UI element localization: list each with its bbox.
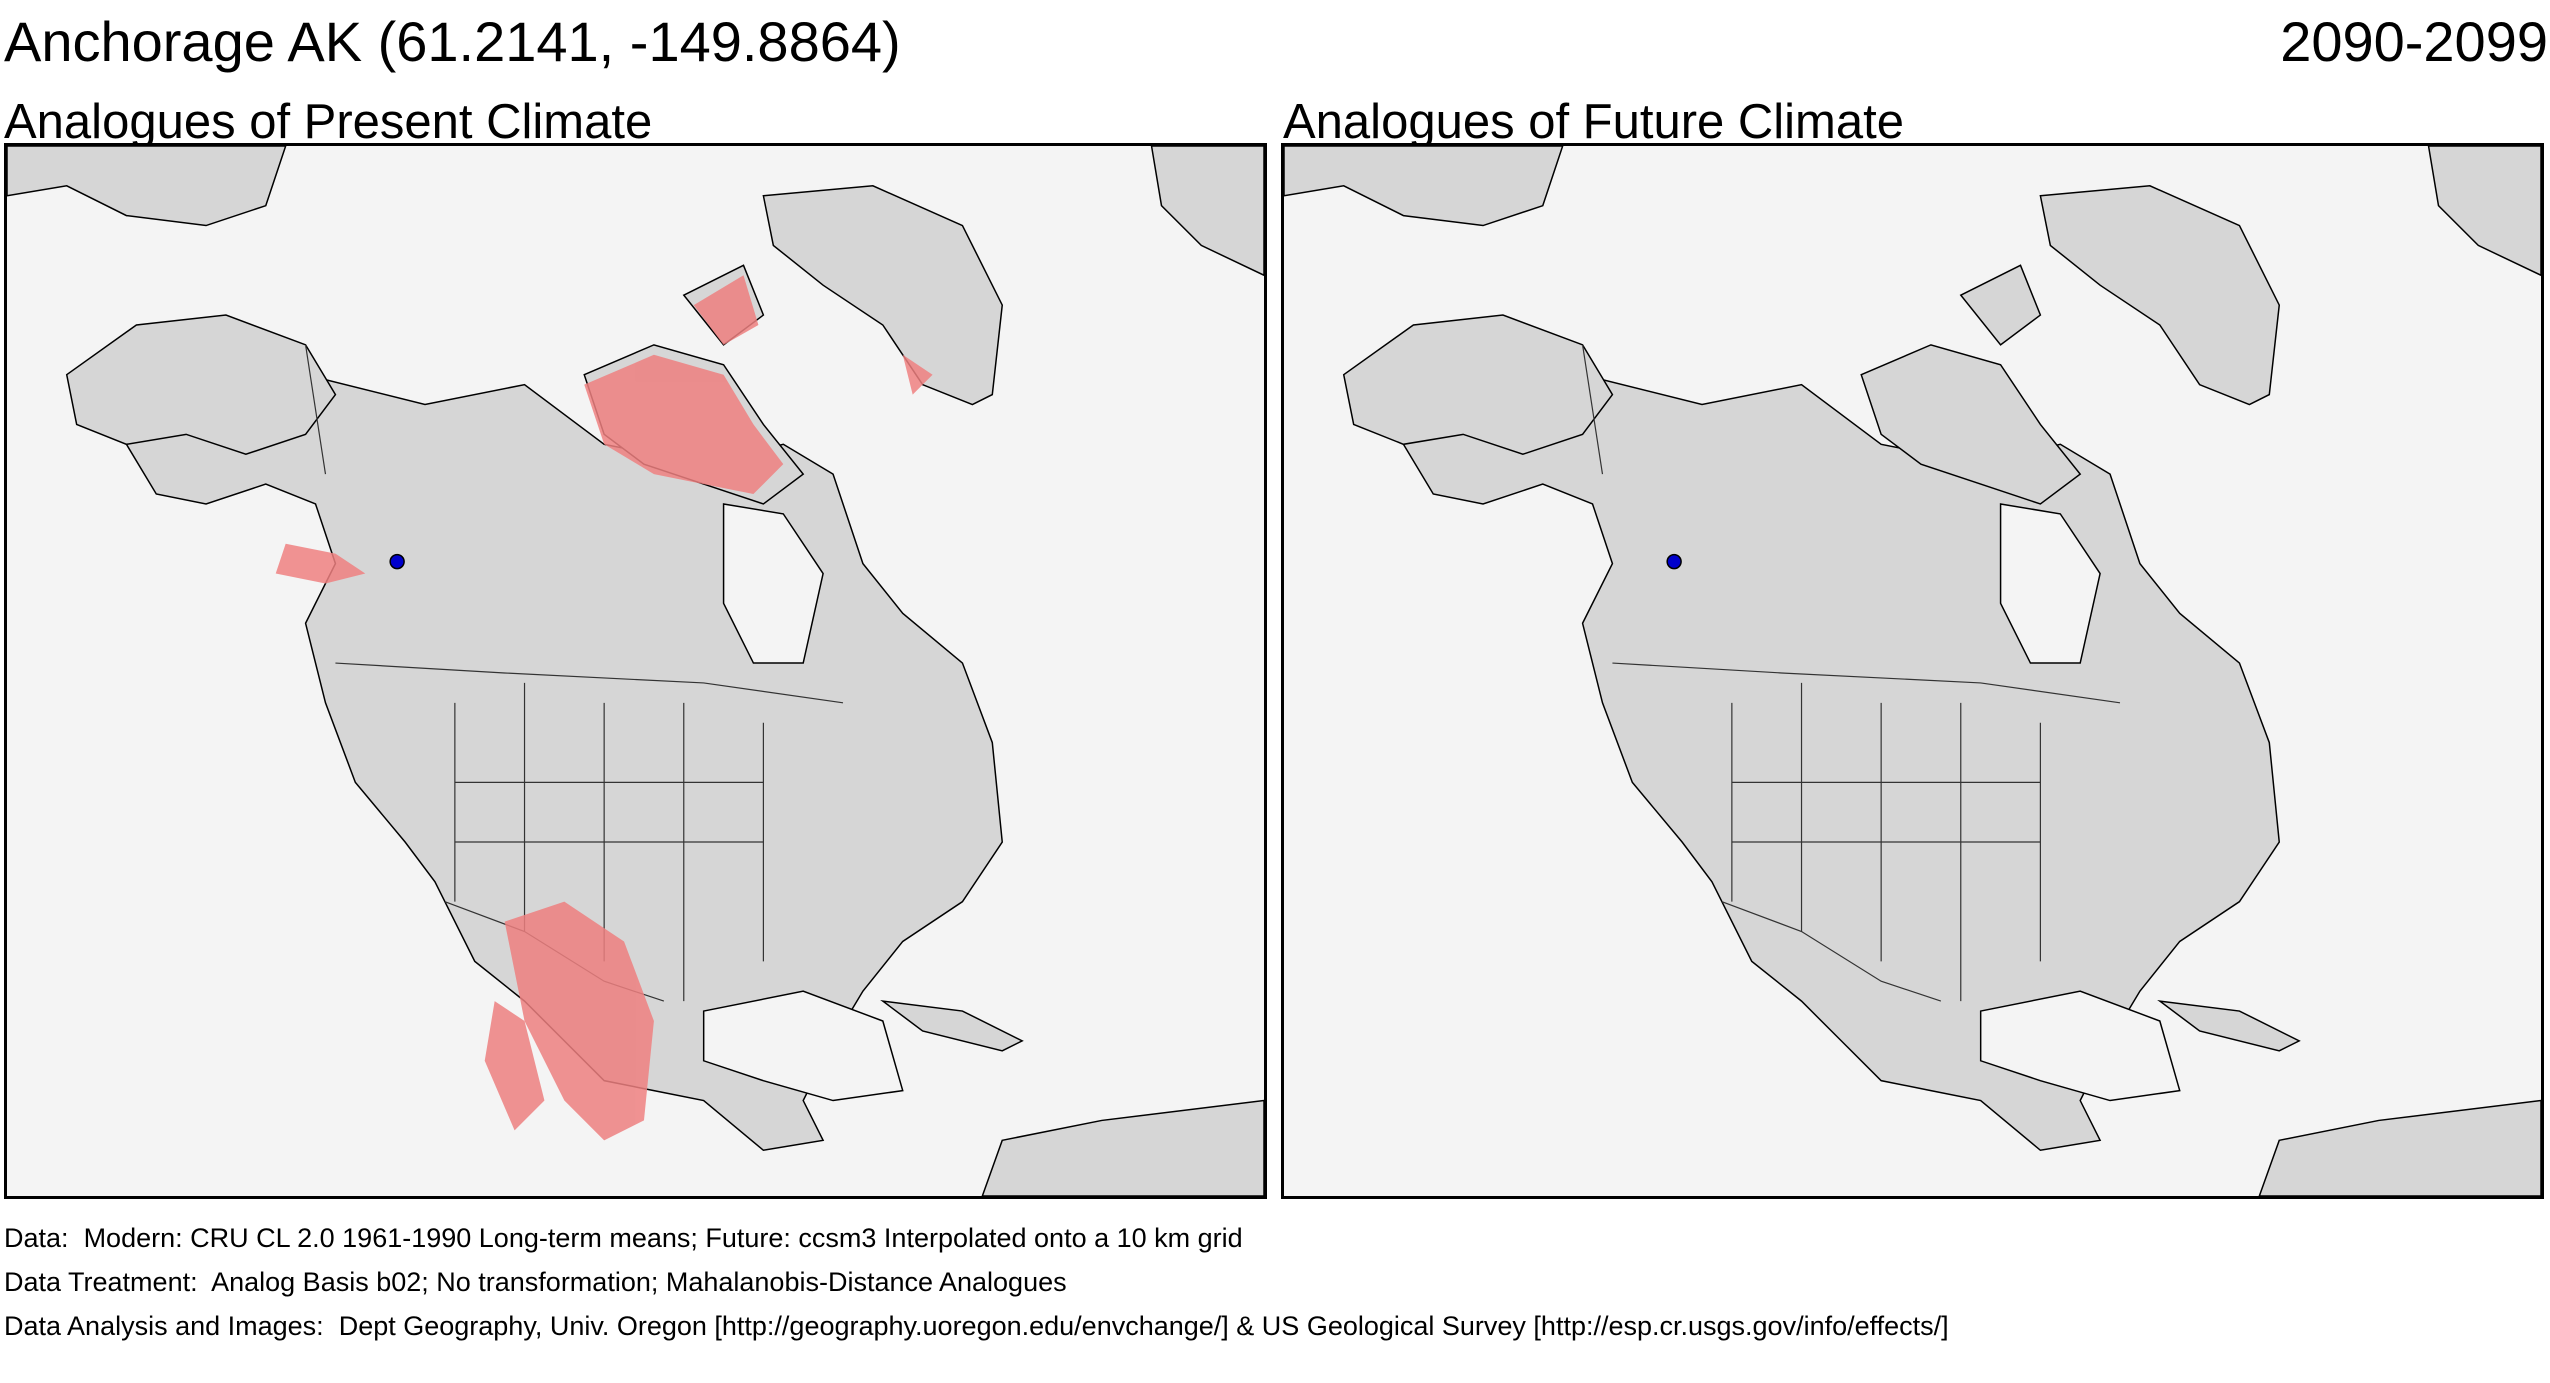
hudson-bay	[722, 503, 824, 664]
landmass-group	[1284, 146, 2541, 1196]
political-borders	[1581, 344, 2121, 1002]
footer-treatment-label: Data Treatment:	[4, 1267, 198, 1297]
us-canada-border	[1612, 662, 2121, 704]
footer-data-text: Modern: CRU CL 2.0 1961-1990 Long-term m…	[83, 1223, 1243, 1253]
cuba-land	[880, 1000, 1024, 1052]
footer-analysis-line: Data Analysis and Images: Dept Geography…	[4, 1306, 1949, 1346]
arctic-island-2	[1959, 264, 2042, 346]
siberia-land	[7, 146, 287, 227]
europe-corner	[1150, 146, 1264, 277]
gulf-of-mexico	[702, 990, 904, 1102]
cuba-land	[2157, 1000, 2301, 1052]
alaska-canada-border	[304, 344, 327, 475]
panel-title-future: Analogues of Future Climate	[1283, 95, 1904, 149]
site-marker	[1666, 553, 1682, 570]
site-marker	[389, 553, 405, 570]
footer-treatment-line: Data Treatment: Analog Basis b02; No tra…	[4, 1262, 1067, 1302]
south-america-land	[981, 1099, 1264, 1196]
map-present-climate	[4, 143, 1267, 1199]
alaska-land	[1342, 314, 1614, 456]
state-lines	[454, 682, 764, 1002]
map-future-climate	[1281, 143, 2544, 1199]
state-lines	[1731, 682, 2041, 1002]
footer-analysis-text: Dept Geography, Univ. Oregon [http://geo…	[338, 1311, 1949, 1341]
panel-title-present: Analogues of Present Climate	[4, 95, 653, 149]
footer-data-line: Data: Modern: CRU CL 2.0 1961-1990 Long-…	[4, 1218, 1243, 1258]
footer-analysis-label: Data Analysis and Images:	[4, 1311, 324, 1341]
footer-data-label: Data:	[4, 1223, 69, 1253]
analog-greenland-edge	[902, 354, 933, 395]
footer-treatment-text: Analog Basis b02; No transformation; Mah…	[211, 1267, 1067, 1297]
analog-arctic	[584, 354, 784, 495]
analog-rockies	[564, 921, 615, 982]
analog-alaska-coast	[275, 543, 366, 584]
greenland-land	[2039, 185, 2281, 406]
analog-southwest	[504, 901, 654, 1141]
us-mexico-border	[1721, 901, 1942, 1002]
europe-corner	[2427, 146, 2541, 277]
alaska-canada-border	[1581, 344, 1604, 475]
south-america-land	[2258, 1099, 2541, 1196]
map-future-svg	[1284, 146, 2541, 1196]
greenland-land	[762, 185, 1004, 406]
analog-california	[484, 1001, 545, 1131]
hudson-bay	[1999, 503, 2101, 664]
analog-arctic-2	[693, 275, 759, 345]
arctic-islands	[1860, 344, 2082, 505]
alaska-land	[65, 314, 337, 456]
us-canada-border	[335, 662, 844, 704]
period-label: 2090-2099	[2280, 10, 2548, 73]
map-present-svg	[7, 146, 1264, 1196]
analog-regions	[275, 275, 933, 1141]
gulf-of-mexico	[1979, 990, 2181, 1102]
siberia-land	[1284, 146, 1564, 227]
location-title: Anchorage AK (61.2141, -149.8864)	[4, 10, 901, 73]
